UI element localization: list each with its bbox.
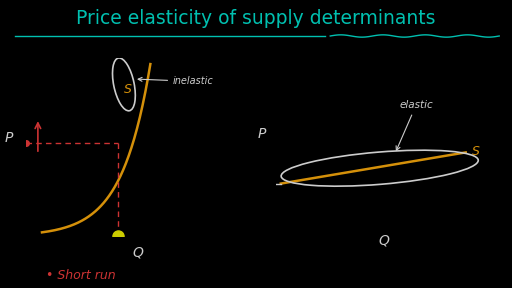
Text: Q: Q <box>133 245 144 259</box>
Text: P: P <box>5 131 13 145</box>
Text: • Short run: • Short run <box>46 269 116 282</box>
Text: Q: Q <box>378 234 390 248</box>
Text: S: S <box>472 145 480 158</box>
Text: Price elasticity of supply determinants: Price elasticity of supply determinants <box>76 9 436 28</box>
Text: elastic: elastic <box>396 100 433 150</box>
Text: P: P <box>257 127 266 141</box>
Text: inelastic: inelastic <box>138 76 214 86</box>
Text: S: S <box>124 83 132 96</box>
